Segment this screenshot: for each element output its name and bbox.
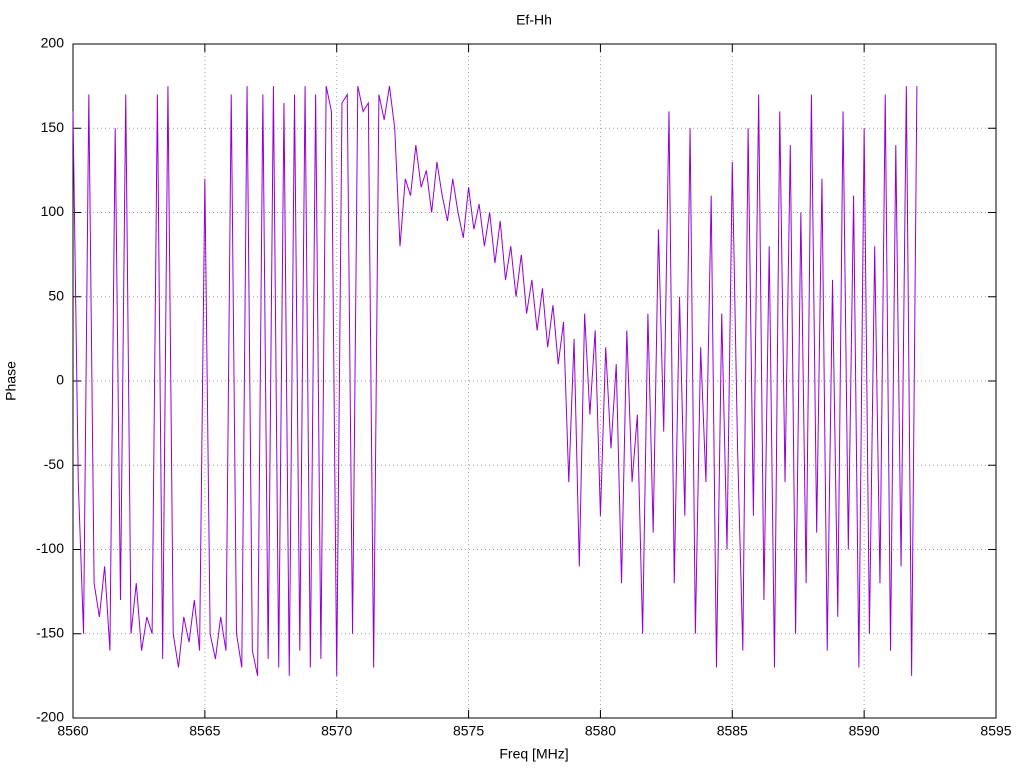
y-tick-label: -200 [36, 709, 64, 725]
x-tick-label: 8570 [321, 723, 352, 739]
y-tick-label: 100 [41, 203, 65, 219]
y-tick-label: 0 [56, 372, 64, 388]
x-tick-label: 8590 [849, 723, 880, 739]
data-line [72, 86, 918, 676]
y-tick-label: -100 [36, 540, 64, 556]
x-axis-label: Freq [MHz] [499, 746, 568, 762]
x-tick-label: 8565 [189, 723, 220, 739]
x-tick-label: 8560 [57, 723, 88, 739]
x-tick-label: 8575 [453, 723, 484, 739]
y-tick-label: -150 [36, 624, 64, 640]
y-tick-label: 50 [48, 287, 64, 303]
y-tick-label: 200 [41, 35, 65, 51]
y-axis-label: Phase [3, 361, 19, 401]
y-tick-label: 150 [41, 119, 65, 135]
y-tick-label: -50 [44, 456, 64, 472]
chart-title: Ef-Hh [516, 12, 552, 28]
x-tick-label: 8595 [980, 723, 1011, 739]
x-tick-label: 8585 [717, 723, 748, 739]
x-tick-label: 8580 [585, 723, 616, 739]
plot-border [72, 43, 997, 719]
